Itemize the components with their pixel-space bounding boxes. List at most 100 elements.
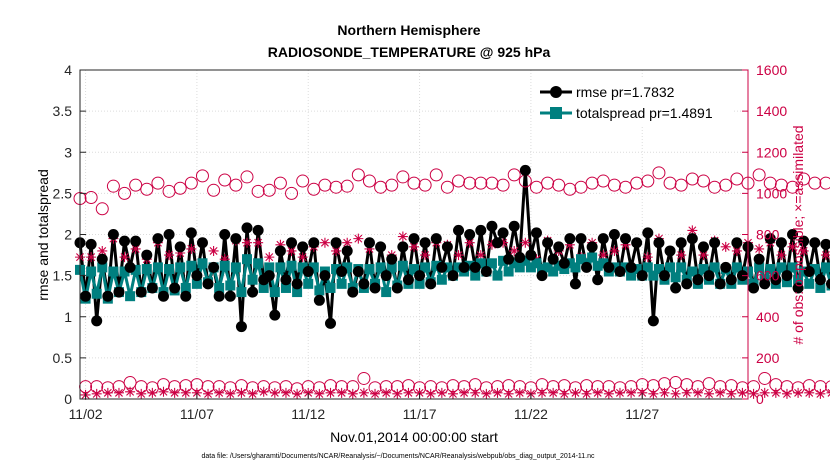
assimilated-obs-point (364, 243, 375, 254)
rmse-point (558, 257, 570, 269)
possible-obs-point (630, 176, 644, 190)
assimilated-obs-point (86, 252, 97, 263)
rmse-point (430, 233, 442, 245)
totalspread-point (97, 262, 108, 273)
rmse-point (631, 237, 643, 249)
totalspread-point (553, 260, 564, 271)
assimilated-obs-point (269, 387, 280, 398)
possible-obs-point (418, 178, 432, 192)
rmse-point (697, 241, 709, 253)
possible-obs-point (440, 180, 454, 194)
totalspread-point (230, 262, 241, 273)
rmse-point (447, 270, 459, 282)
y-right-tick-label: 800 (756, 227, 780, 243)
possible-obs-point (362, 174, 376, 188)
totalspread-point (164, 264, 175, 275)
rmse-point (809, 237, 821, 249)
rmse-point (130, 235, 142, 247)
totalspread-point (225, 280, 236, 291)
assimilated-obs-point (492, 387, 503, 398)
assimilated-obs-point (659, 387, 670, 398)
rmse-point (725, 274, 737, 286)
possible-obs-point (207, 183, 221, 197)
rmse-point (564, 233, 576, 245)
totalspread-point (486, 258, 497, 269)
assimilated-obs-point (609, 245, 620, 256)
totalspread-point (364, 264, 375, 275)
possible-obs-point (296, 174, 310, 188)
rmse-point (703, 270, 715, 282)
possible-obs-point (641, 174, 655, 188)
rmse-point (174, 241, 186, 253)
totalspread-point (698, 264, 709, 275)
rmse-point (213, 290, 225, 302)
rmse-point (492, 237, 503, 249)
totalspread-point (397, 260, 408, 271)
rmse-point (547, 253, 559, 265)
possible-obs-point (585, 176, 599, 190)
totalspread-point (275, 262, 286, 273)
x-tick-label: 11/22 (514, 406, 548, 422)
rmse-point (302, 266, 314, 278)
rmse-point (363, 237, 375, 249)
assimilated-obs-point (798, 245, 809, 256)
rmse-point (614, 266, 626, 278)
totalspread-point (492, 270, 503, 281)
rmse-point (553, 241, 565, 253)
rmse-point (414, 270, 426, 282)
assimilated-obs-point (592, 387, 603, 398)
assimilated-obs-point (113, 387, 124, 398)
rmse-point (185, 227, 197, 239)
possible-obs-point (619, 180, 633, 194)
possible-obs-point (452, 174, 466, 188)
assimilated-obs-point (358, 387, 369, 398)
possible-obs-point (730, 172, 744, 186)
totalspread-point (609, 262, 620, 273)
x-tick-label: 11/17 (403, 406, 437, 422)
assimilated-obs-point (459, 387, 470, 398)
rmse-point (224, 290, 236, 302)
possible-obs-point (719, 178, 733, 192)
assimilated-obs-point (247, 388, 258, 399)
rmse-point (820, 238, 830, 250)
rmse-point (102, 290, 114, 302)
rmse-point (124, 261, 136, 273)
totalspread-point (453, 262, 464, 273)
totalspread-point (514, 262, 525, 273)
possible-obs-point (607, 178, 621, 192)
rmse-point (748, 282, 760, 294)
rmse-point (408, 233, 420, 245)
rmse-point (469, 261, 481, 273)
assimilated-obs-point (715, 387, 726, 398)
totalspread-point (531, 258, 542, 269)
totalspread-point (286, 260, 297, 271)
possible-obs-point (652, 166, 666, 180)
assimilated-obs-point (481, 388, 492, 399)
series-layer (73, 164, 830, 400)
assimilated-obs-point (397, 231, 408, 242)
possible-obs-point (552, 178, 566, 192)
possible-obs-point (273, 176, 287, 190)
totalspread-point (520, 255, 531, 266)
y-right-tick-label: 600 (756, 268, 780, 284)
possible-obs-point (596, 174, 610, 188)
totalspread-point (308, 262, 319, 273)
totalspread-point (798, 266, 809, 277)
possible-obs-point (329, 180, 343, 194)
rmse-point (380, 270, 392, 282)
assimilated-obs-point (314, 388, 325, 399)
assimilated-obs-point (520, 237, 531, 248)
rmse-point (319, 270, 331, 282)
y-left-tick-label: 3.5 (53, 103, 73, 119)
rmse-point (753, 253, 765, 265)
rmse-point (675, 237, 687, 249)
totalspread-point (642, 262, 653, 273)
totalspread-point (559, 264, 570, 275)
possible-obs-point (195, 169, 209, 183)
totalspread-point (186, 260, 197, 271)
rmse-point (720, 261, 732, 273)
assimilated-obs-point (826, 388, 830, 397)
possible-obs-point (95, 202, 109, 216)
rmse-point (230, 233, 242, 245)
assimilated-obs-point (676, 250, 687, 261)
